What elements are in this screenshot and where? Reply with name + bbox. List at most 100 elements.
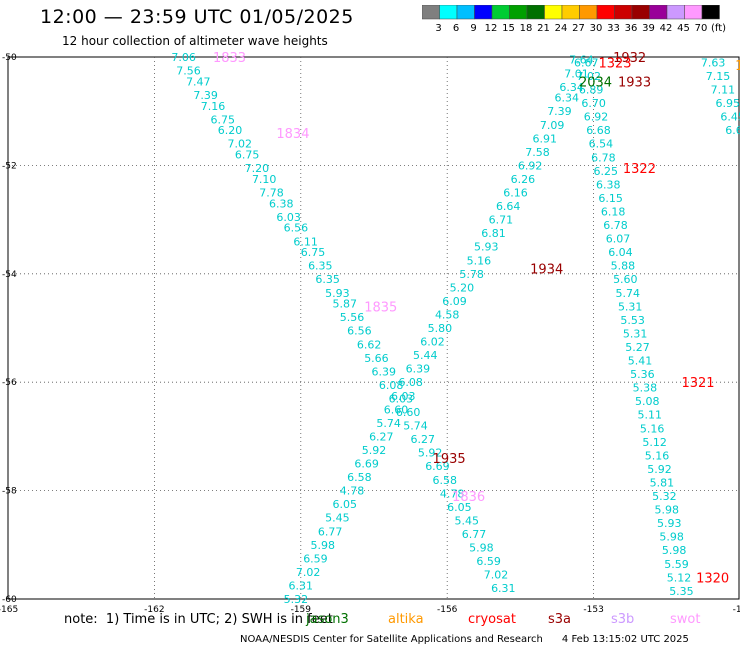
time-label: 1835 [364,300,397,315]
time-label: 1320 [696,571,729,586]
swh-value-swot: 6.39 [372,365,397,378]
swh-value-cryosat: 6.04 [608,246,633,259]
swh-value-swot: 7.39 [193,89,218,102]
swh-value-swot: 4.78 [440,487,465,500]
swh-value-swot: 7.06 [171,51,196,64]
swh-value-s3b: 6.64 [496,200,521,213]
swh-value-jason3: 6.69 [725,124,740,137]
swh-value-s3b: 7.09 [540,119,565,132]
swh-value-s3b: 6.60 [384,403,409,416]
swh-value-cryosat: 6.07 [606,233,631,246]
swh-value-swot: 5.66 [364,352,389,365]
legend-altika: altika [388,612,424,627]
swh-value-s3b: 7.58 [525,146,550,159]
y-tick-label: -50 [2,53,17,63]
swh-value-cryosat: 6.89 [579,84,604,97]
swh-value-s3b: 6.59 [303,552,328,565]
swh-value-swot: 6.69 [425,460,450,473]
y-tick-label: -56 [2,378,17,388]
swh-value-swot: 6.35 [315,273,340,286]
colorbar-label: 21 [537,23,550,34]
colorbar-label: 27 [572,23,585,34]
colorbar-label: 3 [435,23,441,34]
swh-value-jason3: 6.95 [716,97,740,110]
swh-value-swot: 6.20 [218,124,243,137]
swh-value-swot: 6.75 [301,246,326,259]
swh-value-s3b: 4.58 [435,308,460,321]
swh-value-swot: 6.05 [447,501,472,514]
swh-value-s3b: 6.27 [369,430,394,443]
swh-value-s3b: 7.64 [569,54,594,67]
time-label: 1932 [613,51,646,66]
swh-value-s3b: 6.09 [442,295,467,308]
chart-subtitle: 12 hour collection of altimeter wave hei… [62,34,328,48]
swh-value-swot: 6.03 [276,211,301,224]
swh-value-cryosat: 5.31 [623,327,648,340]
time-label: 2034 [579,75,612,90]
time-label: 1934 [530,262,563,277]
footer-note: note: 1) Time is in UTC; 2) SWH is in fe… [64,612,333,627]
colorbar-label: 15 [502,23,515,34]
time-label: 1833 [213,51,246,66]
swh-value-swot: 7.78 [259,187,284,200]
swh-value-cryosat: 5.36 [630,368,655,381]
swh-value-cryosat: 5.93 [657,517,682,530]
swh-value-swot: 6.31 [491,582,516,595]
colorbar-label: (ft) [711,23,726,34]
swh-value-cryosat: 5.12 [642,436,667,449]
colorbar-label: 42 [660,23,673,34]
swh-value-s3b: 6.08 [398,376,423,389]
swh-value-s3b: 5.32 [284,593,309,606]
swh-value-jason3: 7.63 [701,56,726,69]
colorbar-label: 12 [485,23,498,34]
colorbar-label: 70 [695,23,708,34]
time-label: 1933 [618,75,651,90]
colorbar-label: 24 [555,23,568,34]
swh-value-swot: 6.35 [308,260,333,273]
swh-value-cryosat: 6.92 [584,111,609,124]
x-tick-label: -159 [291,605,312,612]
colorbar-label: 9 [470,23,476,34]
colorbar-label: 39 [642,23,655,34]
colorbar-label: 18 [520,23,533,34]
y-tick-label: -54 [2,270,17,280]
swh-value-swot: 5.93 [325,287,350,300]
swh-value-cryosat: 6.18 [601,205,626,218]
colorbar-label: 6 [453,23,459,34]
time-label: 1836 [452,490,485,505]
swh-value-cryosat: 6.54 [589,138,614,151]
legend-s3b: s3b [611,612,635,627]
swh-value-swot: 6.27 [411,433,436,446]
swh-value-s3b: 6.16 [503,187,528,200]
swh-value-s3b: 6.81 [481,227,506,240]
swh-value-cryosat: 5.88 [611,260,636,273]
swh-value-s3b: 6.02 [420,336,445,349]
swh-value-cryosat: 5.98 [662,544,687,557]
time-label: 1321 [681,376,714,391]
swh-value-swot: 5.74 [403,420,428,433]
time-label: 1323 [598,56,631,71]
swh-value-s3b: 5.74 [376,417,401,430]
swh-value-cryosat: 6.15 [598,192,623,205]
swh-value-swot: 6.03 [389,392,414,405]
legend-jason3: jason3 [306,612,349,627]
colorbar-label: 36 [625,23,638,34]
swh-value-swot: 7.02 [228,138,253,151]
swh-value-swot: 7.02 [484,569,509,582]
swh-value-swot: 6.62 [357,338,382,351]
chart-title: 12:00 — 23:59 UTC 01/05/2025 [40,6,354,28]
swh-value-swot: 5.87 [332,298,357,311]
swh-value-cryosat: 5.92 [647,463,672,476]
swh-value-s3b: 6.39 [406,363,431,376]
swh-value-cryosat: 6.78 [591,151,616,164]
time-label: 1834 [276,127,309,142]
swh-value-s3b: 6.03 [391,390,416,403]
swh-value-swot: 6.11 [293,235,318,248]
swh-value-s3b: 7.02 [296,566,321,579]
y-tick-label: -60 [2,595,17,605]
swh-value-cryosat: 5.41 [628,355,653,368]
swh-value-cryosat: 5.16 [640,422,665,435]
swh-value-swot: 5.98 [469,542,494,555]
legend-swot: swot [670,612,701,627]
swh-value-cryosat: 5.27 [625,341,650,354]
